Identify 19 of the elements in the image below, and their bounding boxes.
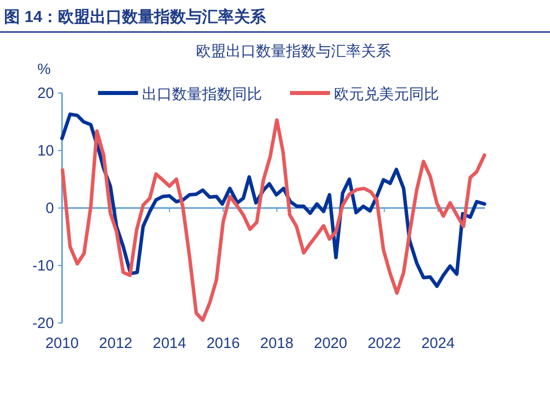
y-tick-label: -10 [32, 258, 54, 274]
x-tick-label: 2024 [421, 335, 455, 352]
y-tick-label: -20 [32, 315, 54, 332]
x-tick-label: 2022 [368, 335, 401, 352]
legend-label: 欧元兑美元同比 [334, 86, 439, 103]
x-tick-label: 2018 [260, 335, 294, 352]
y-tick-label: 0 [46, 200, 54, 217]
x-tick-label: 2016 [206, 335, 240, 352]
legend-label: 出口数量指数同比 [142, 86, 262, 103]
y-axis-title: % [37, 61, 51, 78]
x-tick-label: 2014 [152, 335, 186, 352]
x-tick-label: 2010 [45, 335, 79, 352]
line-series [60, 118, 486, 322]
x-tick-label: 2020 [314, 335, 348, 352]
y-tick-label: 20 [37, 85, 54, 102]
y-tick-label: 10 [37, 142, 54, 160]
chart-title: 图 14：欧盟出口数量指数与汇率关系 [4, 7, 268, 26]
x-tick-label: 2012 [99, 335, 132, 352]
chart-subtitle: 欧盟出口数量指数与汇率关系 [196, 43, 391, 60]
